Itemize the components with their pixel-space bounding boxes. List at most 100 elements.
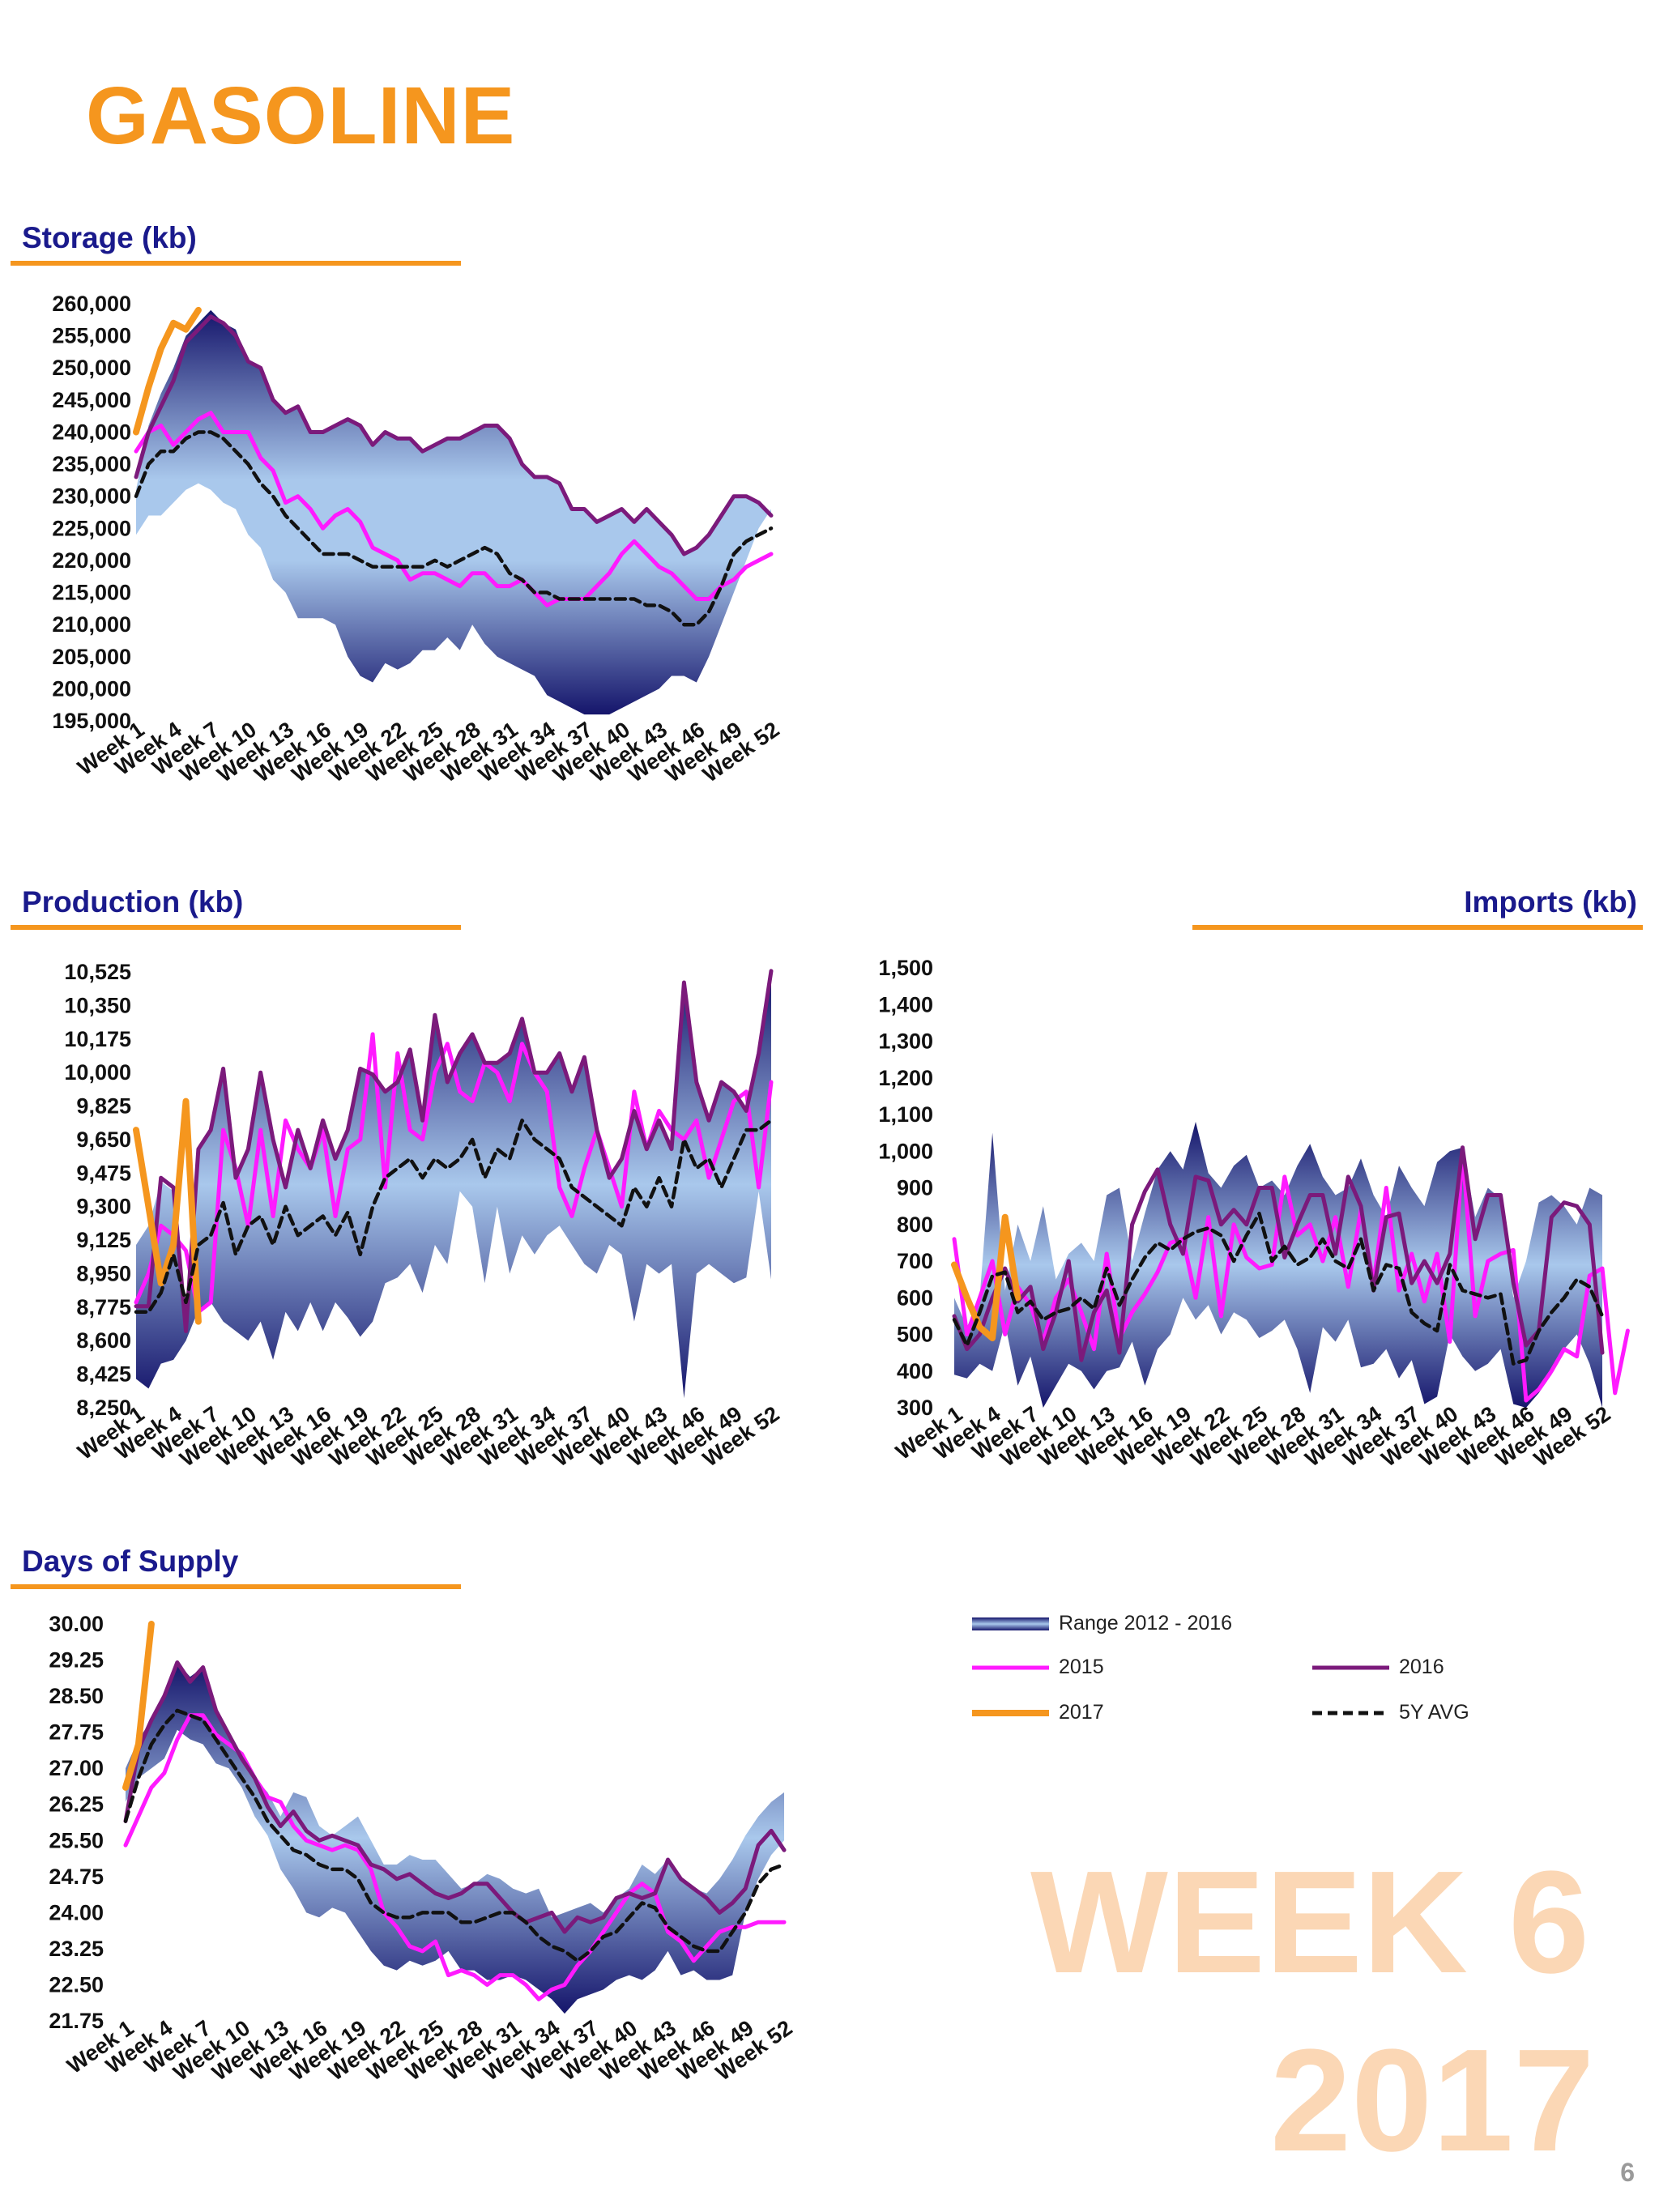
legend-2017-label: 2017 — [1059, 1701, 1104, 1724]
production-series-2016 — [134, 969, 774, 1333]
production-y-tick-label: 10,350 — [64, 993, 131, 1017]
imports-series-5y-avg — [952, 1211, 1605, 1366]
production-section-title: Production (kb) — [22, 885, 244, 918]
production-y-tick-label: 9,125 — [76, 1228, 131, 1252]
storage-y-tick-label: 250,000 — [52, 356, 131, 380]
storage-y-tick-label: 215,000 — [52, 581, 131, 605]
imports-y-tick-label: 400 — [897, 1359, 933, 1383]
imports-y-tick-label: 1,100 — [878, 1102, 933, 1127]
storage-section-title: Storage (kb) — [22, 221, 197, 254]
production-y-tick-label: 10,175 — [64, 1027, 131, 1051]
storage-y-tick-label: 195,000 — [52, 709, 131, 733]
legend-2016-label: 2016 — [1399, 1656, 1444, 1678]
days-series-2017 — [122, 1621, 155, 1791]
production-y-tick-label: 8,775 — [76, 1295, 131, 1319]
days-chart: 30.00 29.25 28.50 27.75 27.00 26.25 25.50 24.75… — [49, 1612, 796, 2086]
days-series-2016 — [123, 1660, 787, 1934]
imports-range-band — [954, 1122, 1602, 1408]
week-watermark: WEEK 6 — [1030, 1841, 1590, 2004]
production-series-2017 — [133, 1097, 202, 1325]
page-title: GASOLINE — [86, 70, 516, 161]
imports-y-tick-label: 700 — [897, 1249, 933, 1273]
imports-y-tick-label: 300 — [897, 1396, 933, 1420]
days-y-tick-label: 28.50 — [49, 1684, 104, 1708]
legend: Range 2012 - 2016 2015 2016 2017 5Y AVG — [972, 1612, 1539, 1758]
imports-chart: 1,500 1,400 1,300 1,200 1,100 1,000 900 800 700 6… — [878, 956, 1630, 1472]
storage-y-tick-label: 210,000 — [52, 612, 131, 637]
days-y-tick-label: 25.50 — [49, 1828, 104, 1852]
storage-y-tick-label: 205,000 — [52, 645, 131, 669]
days-y-tick-label: 24.00 — [49, 1900, 104, 1924]
storage-y-tick-label: 200,000 — [52, 676, 131, 701]
days-y-tick-label: 26.25 — [49, 1792, 104, 1817]
production-y-tick-label: 9,825 — [76, 1094, 131, 1119]
production-y-tick-label: 10,000 — [64, 1060, 131, 1085]
storage-y-tick-label: 260,000 — [52, 292, 131, 316]
storage-series-2016 — [134, 314, 774, 556]
days-title-rule — [11, 1584, 461, 1589]
production-y-tick-label: 8,425 — [76, 1362, 131, 1387]
imports-y-tick-label: 1,300 — [878, 1029, 933, 1054]
legend-2016-swatch — [1312, 1665, 1389, 1669]
storage-y-tick-label: 230,000 — [52, 484, 131, 509]
storage-y-tick-label: 235,000 — [52, 452, 131, 476]
days-range-band — [126, 1662, 784, 2014]
days-series-5y-avg — [123, 1708, 787, 1963]
production-chart: 10,525 10,350 10,175 10,000 9,825 9,650 9,475 9… — [64, 960, 783, 1472]
imports-y-tick-label: 900 — [897, 1176, 933, 1200]
imports-y-tick-label: 1,400 — [878, 992, 933, 1016]
days-y-tick-label: 30.00 — [49, 1612, 104, 1636]
days-y-tick-label: 24.75 — [49, 1865, 104, 1889]
production-y-tick-label: 8,950 — [76, 1262, 131, 1286]
production-y-tick-label: 8,600 — [76, 1328, 131, 1353]
imports-y-tick-label: 600 — [897, 1285, 933, 1310]
imports-y-tick-label: 800 — [897, 1213, 933, 1237]
production-range-band — [136, 970, 771, 1399]
production-series-5y-avg — [134, 1119, 774, 1315]
legend-2017-swatch — [972, 1709, 1049, 1716]
storage-chart: 260,000 255,000 250,000 245,000 240,000 235,0… — [52, 292, 783, 787]
storage-series-2015 — [134, 411, 774, 607]
imports-y-tick-label: 1,200 — [878, 1066, 933, 1090]
legend-range: Range 2012 - 2016 — [972, 1612, 1232, 1635]
production-y-tick-label: 9,475 — [76, 1161, 131, 1185]
storage-series-5y-avg — [134, 430, 774, 627]
production-y-tick-label: 9,650 — [76, 1127, 131, 1152]
production-title-rule — [11, 925, 461, 930]
storage-series-2017 — [133, 306, 202, 436]
legend-2017: 2017 — [972, 1701, 1104, 1724]
storage-y-tick-label: 225,000 — [52, 516, 131, 540]
storage-y-tick-label: 220,000 — [52, 548, 131, 573]
days-section-title: Days of Supply — [22, 1545, 239, 1578]
imports-series-2015 — [952, 1149, 1630, 1403]
storage-y-tick-label: 245,000 — [52, 388, 131, 412]
production-y-tick-label: 10,525 — [64, 960, 131, 984]
imports-series-2016 — [952, 1145, 1605, 1362]
imports-y-tick-label: 1,500 — [878, 956, 933, 980]
legend-2015-swatch — [972, 1665, 1049, 1669]
legend-5y-avg-swatch — [1312, 1711, 1389, 1715]
days-y-tick-label: 21.75 — [49, 2009, 104, 2033]
production-y-tick-label: 8,250 — [76, 1396, 131, 1420]
days-y-tick-label: 23.25 — [49, 1937, 104, 1961]
legend-range-label: Range 2012 - 2016 — [1059, 1612, 1233, 1634]
legend-5y-avg-label: 5Y AVG — [1399, 1701, 1469, 1724]
storage-y-tick-label: 240,000 — [52, 420, 131, 445]
days-y-tick-label: 22.50 — [49, 1973, 104, 1997]
legend-2015: 2015 — [972, 1656, 1104, 1679]
days-y-tick-label: 29.25 — [49, 1648, 104, 1673]
storage-title-rule — [11, 261, 461, 266]
days-y-tick-label: 27.00 — [49, 1756, 104, 1780]
imports-section-title: Imports (kb) — [1464, 885, 1637, 918]
legend-2015-label: 2015 — [1059, 1656, 1104, 1678]
imports-title-rule — [1192, 925, 1643, 930]
imports-y-tick-label: 1,000 — [878, 1139, 933, 1163]
legend-5y-avg: 5Y AVG — [1312, 1701, 1469, 1724]
year-watermark: 2017 — [1270, 2019, 1595, 2182]
storage-range-band — [136, 309, 771, 715]
legend-range-swatch — [972, 1617, 1049, 1630]
production-y-tick-label: 9,300 — [76, 1195, 131, 1219]
legend-2016: 2016 — [1312, 1656, 1444, 1679]
storage-y-tick-label: 255,000 — [52, 324, 131, 348]
